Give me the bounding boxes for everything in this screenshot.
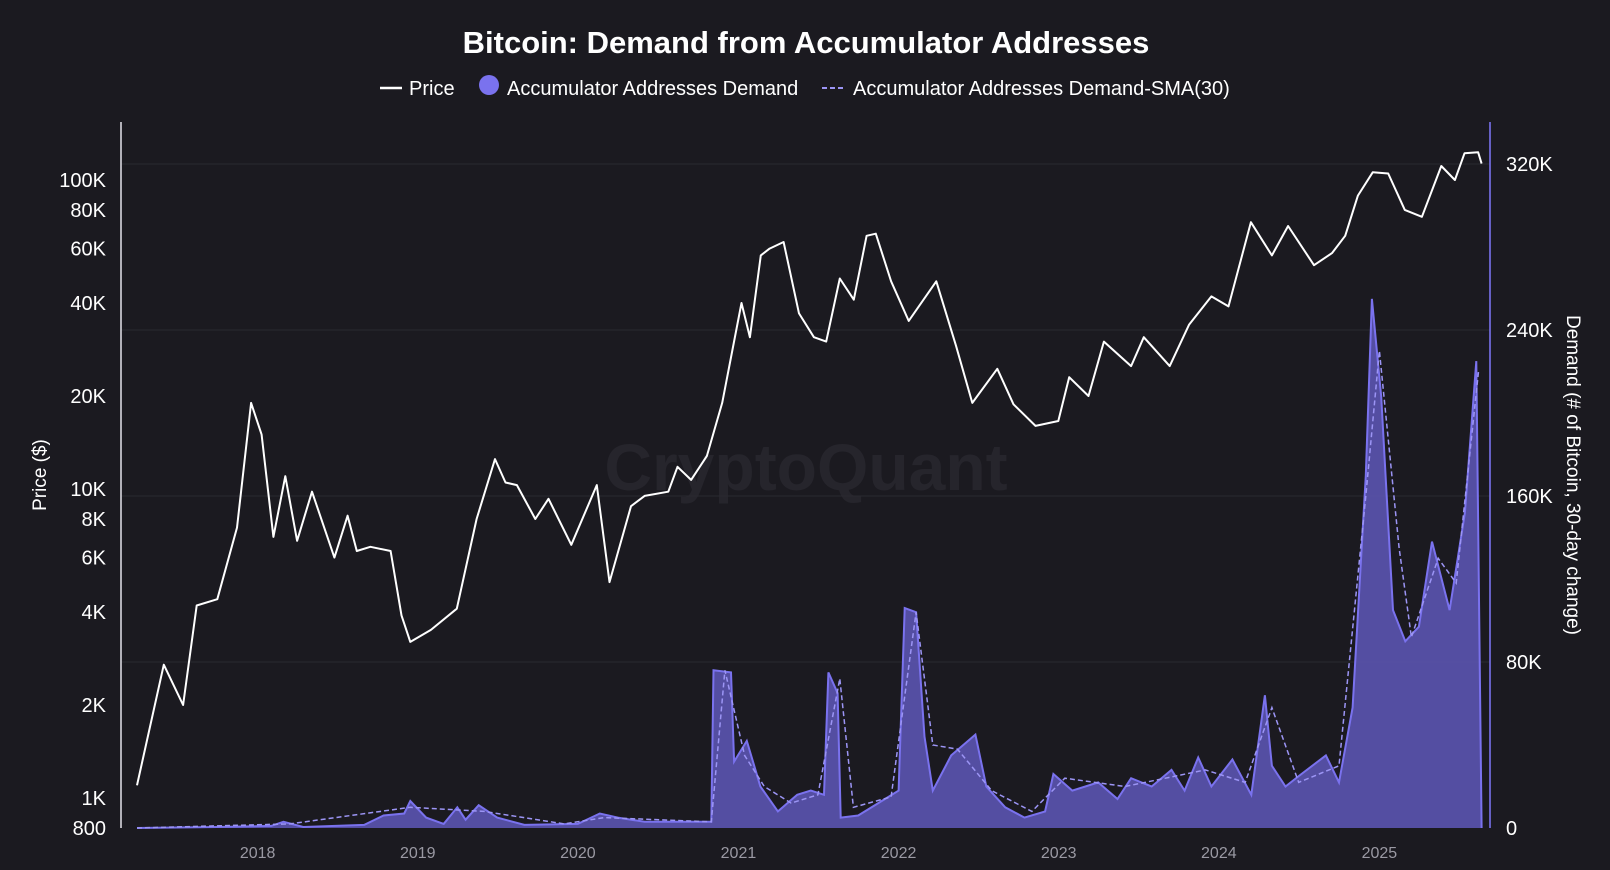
right-tick-label: 160K	[1506, 486, 1553, 508]
grid-lines	[121, 163, 1490, 663]
right-tick-label: 320K	[1506, 154, 1553, 176]
legend-demand-label: Accumulator Addresses Demand	[507, 78, 798, 100]
right-axis-ticks: 320K 240K 160K 80K 0	[1506, 154, 1553, 840]
x-axis-ticks: 2018 2019 2020 2021 2022 2023 2024 2025	[240, 845, 1397, 862]
chart-title: Bitcoin: Demand from Accumulator Address…	[463, 25, 1150, 60]
demand-sma-line	[136, 350, 1480, 829]
left-axis-title: Price ($)	[30, 439, 51, 511]
legend: Price Accumulator Addresses Demand Accum…	[380, 75, 1230, 100]
watermark-text: CryptoQuant	[604, 430, 1007, 504]
x-tick-label: 2018	[240, 845, 276, 862]
left-tick-label: 8K	[82, 509, 107, 531]
price-line-layer	[136, 151, 1483, 786]
x-tick-label: 2025	[1362, 845, 1398, 862]
right-axis-title: Demand (# of Bitcoin, 30-day change)	[1562, 315, 1583, 635]
left-tick-label: 20K	[70, 386, 106, 408]
left-axis-ticks: 100K 80K 60K 40K 20K 10K 8K 6K 4K 2K 1K 800	[59, 170, 106, 840]
axes	[120, 122, 1491, 828]
right-tick-label: 80K	[1506, 652, 1542, 674]
left-tick-label: 60K	[70, 239, 106, 261]
demand-area	[137, 298, 1482, 828]
x-tick-label: 2020	[560, 845, 596, 862]
legend-price-label: Price	[409, 78, 455, 100]
x-tick-label: 2023	[1041, 845, 1077, 862]
right-tick-label: 240K	[1506, 320, 1553, 342]
x-tick-label: 2019	[400, 845, 436, 862]
left-tick-label: 40K	[70, 293, 106, 315]
left-tick-label: 6K	[82, 548, 107, 570]
left-tick-label: 10K	[70, 479, 106, 501]
x-tick-label: 2024	[1201, 845, 1237, 862]
demand-area-layer	[136, 298, 1483, 829]
left-tick-label: 800	[73, 818, 106, 840]
right-tick-label: 0	[1506, 818, 1517, 840]
legend-demand-marker	[479, 75, 499, 95]
left-tick-label: 100K	[59, 170, 106, 192]
x-tick-label: 2021	[721, 845, 757, 862]
demand-sma-layer	[136, 350, 1480, 829]
left-tick-label: 2K	[82, 695, 107, 717]
x-tick-label: 2022	[881, 845, 917, 862]
price-line	[136, 151, 1483, 786]
legend-sma-label: Accumulator Addresses Demand-SMA(30)	[853, 78, 1230, 100]
left-tick-label: 80K	[70, 200, 106, 222]
left-tick-label: 4K	[82, 602, 107, 624]
demand-line	[136, 298, 1483, 829]
left-tick-label: 1K	[82, 788, 107, 810]
